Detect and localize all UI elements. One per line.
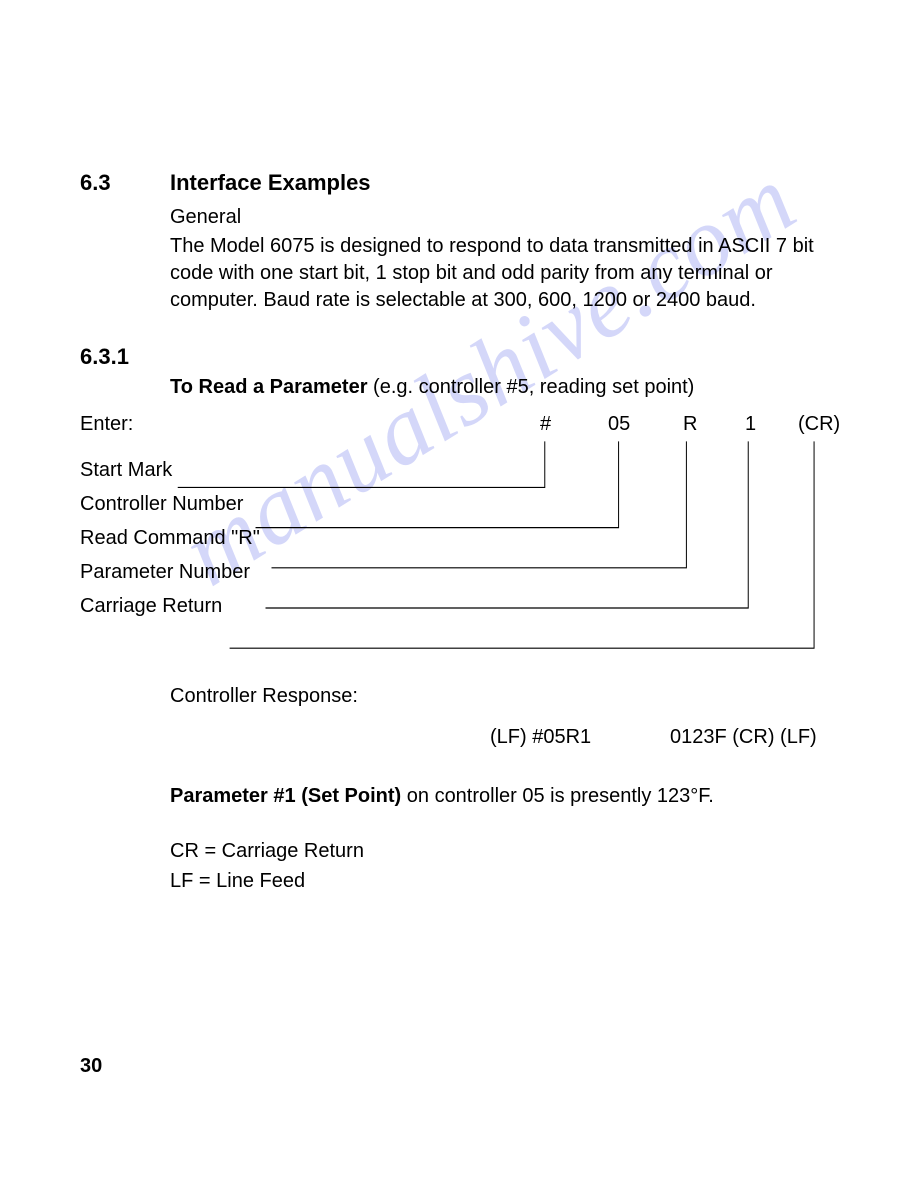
label-carriage-return: Carriage Return bbox=[80, 595, 222, 618]
section-title: Interface Examples bbox=[170, 170, 371, 196]
controller-response-value: (LF) #05R10123F (CR) (LF) bbox=[170, 726, 838, 749]
token-cr: (CR) bbox=[798, 413, 840, 436]
label-controller-number: Controller Number bbox=[80, 493, 243, 516]
general-text: The Model 6075 is designed to respond to… bbox=[170, 233, 838, 314]
definitions: CR = Carriage Return LF = Line Feed bbox=[170, 836, 838, 896]
section-number: 6.3 bbox=[80, 170, 170, 196]
page-number: 30 bbox=[80, 1055, 102, 1078]
parameter-summary-rest: on controller 05 is presently 123°F. bbox=[401, 785, 714, 807]
command-diagram: Enter: # 05 R 1 (CR) Start Mark Controll… bbox=[80, 413, 838, 673]
parameter-summary: Parameter #1 (Set Point) on controller 0… bbox=[170, 785, 838, 808]
page-content: 6.3 Interface Examples General The Model… bbox=[0, 0, 918, 956]
token-number: 05 bbox=[608, 413, 630, 436]
token-one: 1 bbox=[745, 413, 756, 436]
parameter-summary-bold: Parameter #1 (Set Point) bbox=[170, 785, 401, 807]
subsection-title: To Read a Parameter (e.g. controller #5,… bbox=[170, 376, 838, 399]
subsection-number: 6.3.1 bbox=[80, 344, 838, 370]
token-r: R bbox=[683, 413, 697, 436]
controller-response-label: Controller Response: bbox=[170, 685, 838, 708]
def-lf: LF = Line Feed bbox=[170, 866, 838, 896]
enter-label: Enter: bbox=[80, 413, 133, 436]
label-parameter-number: Parameter Number bbox=[80, 561, 250, 584]
section-header: 6.3 Interface Examples bbox=[80, 170, 838, 196]
def-cr: CR = Carriage Return bbox=[170, 836, 838, 866]
response-value: 0123F (CR) (LF) bbox=[670, 726, 817, 748]
subsection-title-rest: (e.g. controller #5, reading set point) bbox=[368, 376, 695, 398]
response-prefix: (LF) #05R1 bbox=[490, 726, 670, 749]
label-read-command: Read Command "R" bbox=[80, 527, 260, 550]
token-hash: # bbox=[540, 413, 551, 436]
section-body: General The Model 6075 is designed to re… bbox=[170, 206, 838, 314]
subsection-title-bold: To Read a Parameter bbox=[170, 376, 368, 398]
label-start-mark: Start Mark bbox=[80, 459, 172, 482]
general-label: General bbox=[170, 206, 838, 229]
